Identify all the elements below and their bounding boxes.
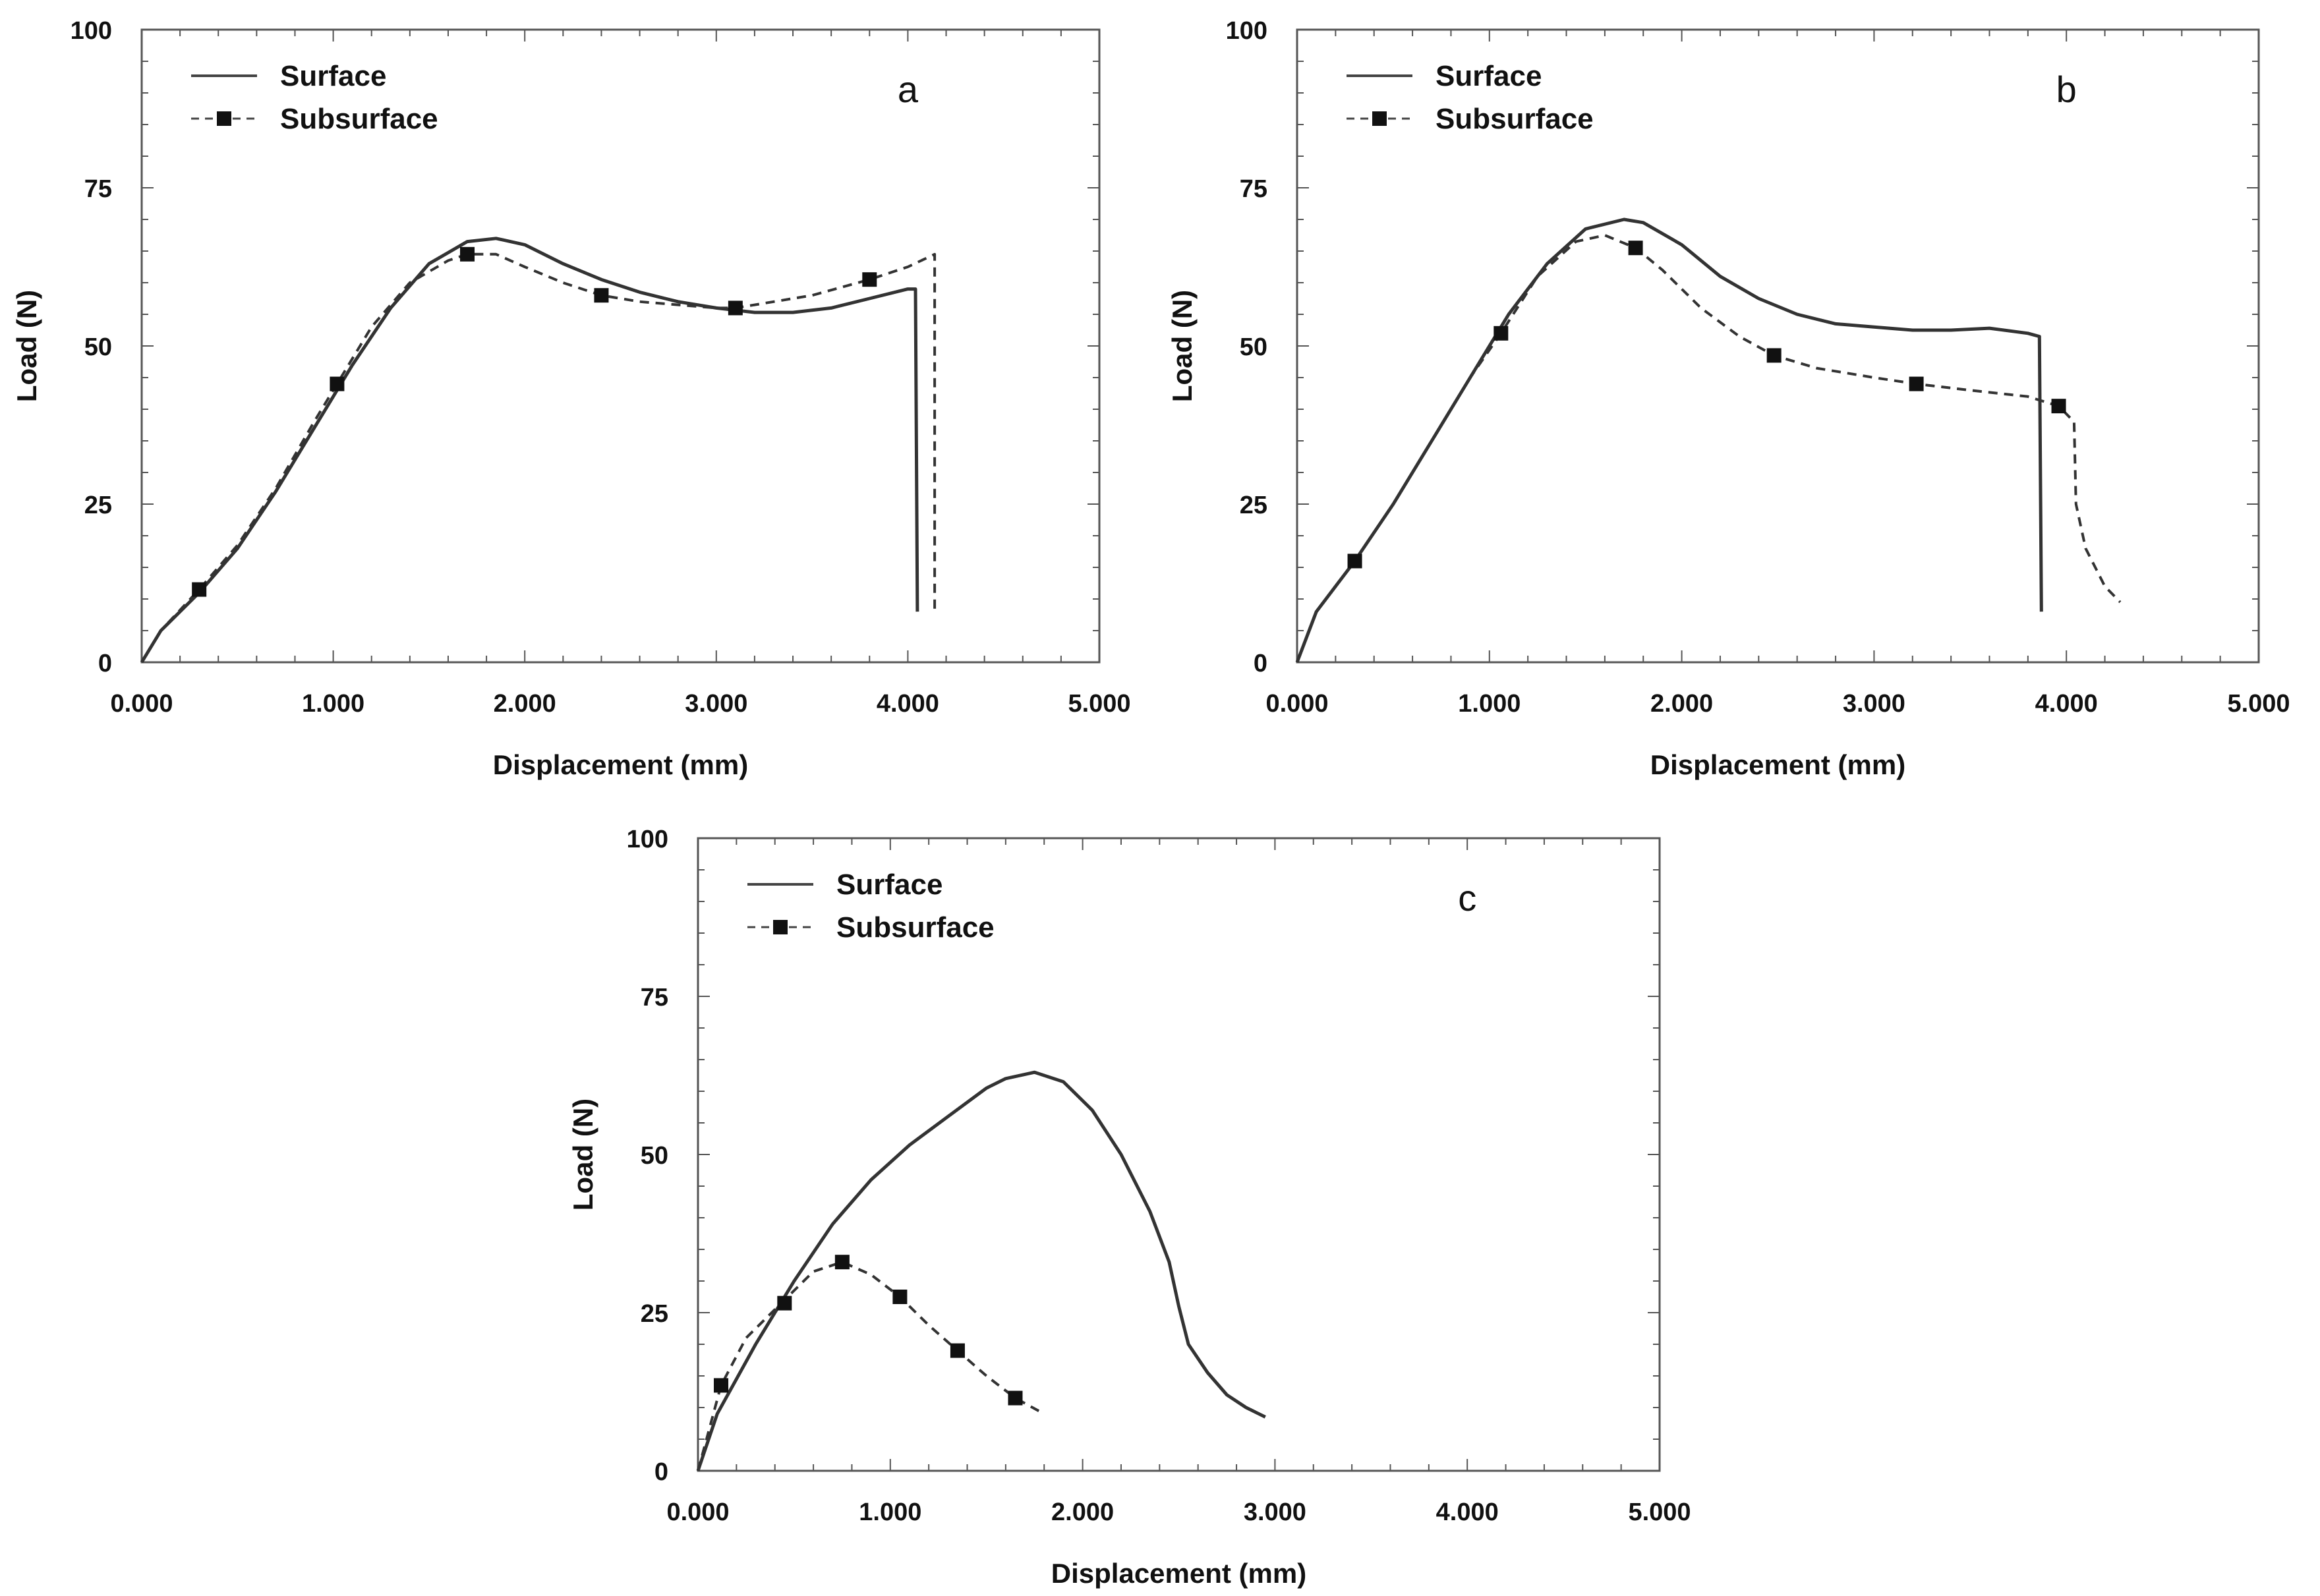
data-point-marker bbox=[834, 1255, 850, 1270]
panel-letter: b bbox=[2056, 69, 2077, 110]
data-point-marker bbox=[1766, 348, 1782, 363]
y-tick-label: 100 bbox=[71, 17, 112, 45]
legend-label: Surface bbox=[1436, 60, 1542, 92]
legend-label: Subsurface bbox=[1436, 103, 1594, 135]
series-line bbox=[140, 252, 937, 664]
y-axis-title: Load (N) bbox=[567, 1098, 598, 1211]
series-subsurface bbox=[697, 1255, 1045, 1471]
y-tick-label: 50 bbox=[1240, 333, 1267, 361]
x-tick-label: 4.000 bbox=[2035, 690, 2098, 718]
axis-ticks bbox=[1296, 29, 2259, 663]
x-tick-label: 5.000 bbox=[2227, 690, 2290, 718]
x-axis-title: Displacement (mm) bbox=[1650, 749, 1905, 780]
y-tick-label: 50 bbox=[641, 1142, 668, 1170]
data-point-marker bbox=[594, 288, 609, 303]
y-tick-label: 75 bbox=[84, 175, 112, 203]
x-tick-label: 4.000 bbox=[877, 690, 939, 718]
data-point-marker bbox=[460, 246, 475, 262]
legend: Surface Subsurface bbox=[747, 869, 995, 944]
legend: Surface Subsurface bbox=[1347, 60, 1594, 135]
series-line bbox=[1295, 217, 2043, 663]
series-surface bbox=[1295, 217, 2043, 663]
chart-panel-c: 0.000 1.000 2.000 3.000 4.000 5.000 0 25 50 75 100… bbox=[567, 826, 1691, 1589]
data-point-marker bbox=[950, 1343, 965, 1358]
legend-marker bbox=[773, 920, 788, 934]
data-point-marker bbox=[892, 1290, 908, 1304]
x-tick-label: 0.000 bbox=[110, 690, 173, 718]
axis-ticks bbox=[141, 29, 1100, 663]
legend-label: Surface bbox=[836, 869, 942, 901]
x-tick-label: 4.000 bbox=[1436, 1498, 1499, 1526]
y-tick-label: 25 bbox=[1240, 492, 1267, 519]
data-point-marker bbox=[1494, 326, 1509, 341]
y-tick-label: 25 bbox=[84, 492, 112, 519]
legend-marker bbox=[217, 111, 231, 126]
x-tick-label: 1.000 bbox=[859, 1498, 921, 1526]
legend-label: Subsurface bbox=[280, 103, 438, 135]
data-point-marker bbox=[862, 272, 877, 287]
legend-marker bbox=[1372, 111, 1387, 126]
y-tick-label: 100 bbox=[1226, 17, 1267, 45]
panel-letter: a bbox=[898, 69, 919, 110]
y-tick-label: 50 bbox=[84, 333, 112, 361]
series-line bbox=[697, 1261, 1045, 1471]
x-tick-label: 3.000 bbox=[1244, 1498, 1306, 1526]
y-tick-label: 0 bbox=[98, 650, 112, 677]
x-tick-label: 0.000 bbox=[666, 1498, 729, 1526]
series-subsurface bbox=[140, 246, 937, 664]
chart-panel-b: 0.000 1.000 2.000 3.000 4.000 5.000 0 25 50 75 100… bbox=[1167, 17, 2290, 780]
y-axis-title: Load (N) bbox=[11, 290, 42, 402]
chart-panel-a: 0.000 1.000 2.000 3.000 4.000 5.000 0 25 50 75 100… bbox=[11, 17, 1131, 780]
data-point-marker bbox=[728, 300, 743, 316]
series-surface bbox=[696, 1070, 1266, 1471]
data-point-marker bbox=[330, 376, 345, 391]
legend-label: Subsurface bbox=[836, 911, 995, 944]
data-point-marker bbox=[1909, 376, 1924, 391]
data-point-marker bbox=[1347, 554, 1362, 569]
data-point-marker bbox=[714, 1378, 729, 1393]
x-tick-label: 1.000 bbox=[1458, 690, 1521, 718]
y-tick-label: 75 bbox=[1240, 175, 1267, 203]
series-surface bbox=[140, 237, 919, 664]
panel-letter: c bbox=[1458, 877, 1476, 919]
x-tick-label: 0.000 bbox=[1265, 690, 1328, 718]
data-point-marker bbox=[1008, 1390, 1023, 1406]
x-tick-label: 5.000 bbox=[1068, 690, 1130, 718]
x-tick-label: 2.000 bbox=[494, 690, 556, 718]
axis-ticks bbox=[697, 838, 1660, 1471]
data-point-marker bbox=[2051, 399, 2066, 414]
y-tick-label: 75 bbox=[641, 984, 668, 1012]
y-tick-label: 25 bbox=[641, 1300, 668, 1328]
x-tick-label: 5.000 bbox=[1628, 1498, 1691, 1526]
x-axis-title: Displacement (mm) bbox=[1051, 1558, 1306, 1589]
x-tick-label: 2.000 bbox=[1051, 1498, 1114, 1526]
x-tick-label: 3.000 bbox=[1843, 690, 1905, 718]
data-point-marker bbox=[192, 582, 207, 597]
y-tick-label: 100 bbox=[627, 826, 668, 853]
series-subsurface bbox=[1296, 234, 2122, 663]
x-axis-title: Displacement (mm) bbox=[493, 749, 748, 780]
x-tick-label: 1.000 bbox=[302, 690, 364, 718]
y-axis-title: Load (N) bbox=[1167, 290, 1198, 402]
series-line bbox=[140, 237, 919, 664]
series-line bbox=[696, 1070, 1266, 1471]
y-tick-label: 0 bbox=[654, 1458, 668, 1486]
y-tick-label: 0 bbox=[1254, 650, 1267, 677]
legend-label: Surface bbox=[280, 60, 386, 92]
legend: Surface Subsurface bbox=[191, 60, 438, 135]
x-tick-label: 3.000 bbox=[685, 690, 747, 718]
data-point-marker bbox=[1628, 241, 1643, 256]
series-line bbox=[1296, 234, 2122, 663]
x-tick-label: 2.000 bbox=[1650, 690, 1713, 718]
data-point-marker bbox=[777, 1296, 792, 1311]
